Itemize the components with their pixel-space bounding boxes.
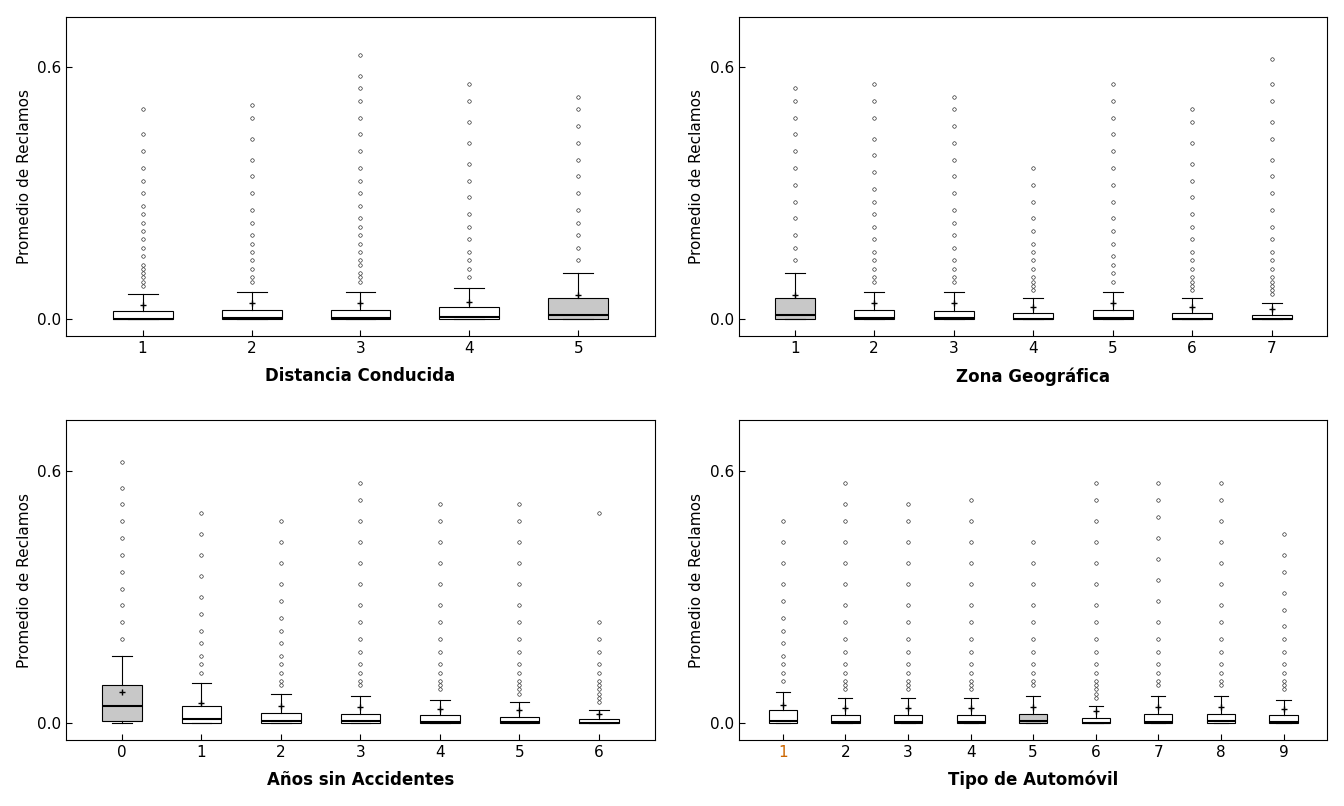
Bar	[1013, 313, 1054, 319]
Bar	[500, 717, 539, 723]
Bar	[331, 310, 391, 319]
Bar	[1270, 715, 1297, 723]
Bar	[548, 298, 609, 319]
Y-axis label: Promedio de Reclamos: Promedio de Reclamos	[16, 492, 32, 667]
Bar	[957, 715, 985, 723]
Y-axis label: Promedio de Reclamos: Promedio de Reclamos	[689, 492, 704, 667]
Bar	[1251, 315, 1292, 319]
Bar	[934, 311, 973, 319]
Bar	[340, 714, 380, 723]
Bar	[1082, 718, 1110, 723]
Bar	[1093, 310, 1133, 319]
X-axis label: Zona Geográfica: Zona Geográfica	[956, 368, 1110, 385]
Bar	[1172, 313, 1212, 319]
Bar	[774, 298, 814, 319]
Bar	[102, 685, 142, 721]
Bar	[1144, 714, 1172, 723]
Bar	[439, 307, 500, 319]
Bar	[222, 310, 281, 319]
Bar	[832, 715, 860, 723]
Y-axis label: Promedio de Reclamos: Promedio de Reclamos	[689, 89, 704, 264]
Bar	[421, 716, 460, 723]
Bar	[579, 719, 618, 723]
Bar	[1207, 714, 1235, 723]
Bar	[113, 311, 172, 319]
X-axis label: Tipo de Automóvil: Tipo de Automóvil	[948, 771, 1118, 789]
X-axis label: Años sin Accidentes: Años sin Accidentes	[267, 771, 454, 789]
Bar	[894, 715, 922, 723]
Bar	[261, 713, 301, 723]
Bar	[181, 706, 222, 723]
Bar	[769, 710, 797, 723]
X-axis label: Distancia Conducida: Distancia Conducida	[265, 368, 456, 385]
Bar	[855, 310, 894, 319]
Y-axis label: Promedio de Reclamos: Promedio de Reclamos	[16, 89, 32, 264]
Bar	[1019, 714, 1047, 723]
